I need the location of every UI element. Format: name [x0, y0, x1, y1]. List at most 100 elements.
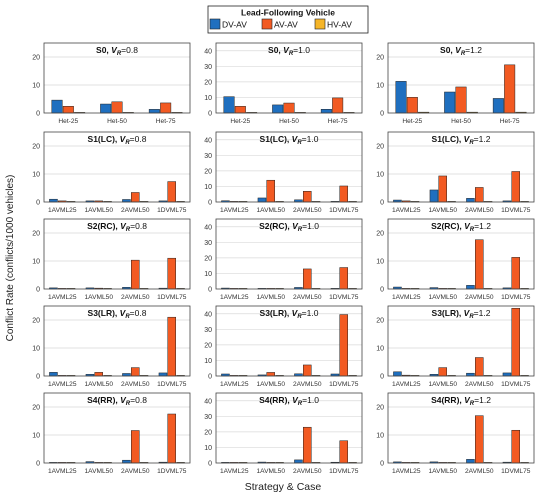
- x-tick-label: 1AVML25: [48, 294, 77, 301]
- bar: [339, 267, 348, 290]
- x-tick-label: Het-25: [58, 118, 78, 125]
- legend-swatch-hvav: [314, 18, 326, 30]
- y-tick-label: 10: [376, 433, 384, 440]
- panel-title: S2(RC), VR=0.8: [87, 221, 147, 233]
- bar: [122, 459, 131, 464]
- y-tick-label: 10: [376, 83, 384, 90]
- plot-frame: [43, 305, 191, 377]
- x-tick-label: 1AVML50: [85, 207, 114, 214]
- x-tick-label: 2AVML50: [465, 381, 494, 388]
- y-tick-label: 20: [32, 405, 40, 412]
- bar: [475, 239, 484, 290]
- plot-frame: [43, 218, 191, 290]
- x-tick-label: 1DVML75: [501, 468, 531, 475]
- x-tick-label: 1DVML75: [329, 207, 359, 214]
- bar: [234, 106, 246, 114]
- x-tick-label: 1AVML25: [392, 207, 421, 214]
- bar: [272, 104, 284, 114]
- y-tick-label: 10: [32, 259, 40, 266]
- bar: [167, 316, 176, 377]
- bar: [339, 440, 348, 464]
- chart-panel: 0 10 20 30 40 Het-25 Het-50 Het-75 S0, VR=1.0: [204, 42, 363, 125]
- bar: [393, 371, 402, 377]
- x-tick-label: 1DVML75: [501, 207, 531, 214]
- bar: [475, 415, 484, 464]
- x-tick-label: Het-50: [107, 118, 127, 125]
- y-tick-label: 20: [204, 168, 212, 175]
- x-tick-label: 1AVML50: [257, 381, 286, 388]
- legend-label-hvav: HV-AV: [327, 20, 352, 30]
- bar: [438, 367, 447, 377]
- bar: [111, 101, 123, 114]
- x-tick-label: 1DVML75: [329, 468, 359, 475]
- chart-panel: 0 10 20 Het-25 Het-50 Het-75 S0, VR=1.2: [376, 42, 535, 125]
- x-tick-label: 2AVML50: [293, 207, 322, 214]
- y-tick-label: 0: [208, 461, 212, 468]
- x-tick-label: Het-50: [279, 118, 299, 125]
- y-tick-label: 20: [376, 231, 384, 238]
- y-tick-label: 0: [380, 287, 384, 294]
- x-tick-label: Het-50: [451, 118, 471, 125]
- bar: [466, 372, 475, 377]
- x-tick-label: 1AVML50: [429, 294, 458, 301]
- y-tick-label: 20: [32, 144, 40, 151]
- y-tick-label: 30: [204, 240, 212, 247]
- panel-title: S4(RR), VR=1.2: [431, 395, 491, 407]
- bar: [266, 372, 275, 377]
- x-tick-label: 1DVML75: [329, 381, 359, 388]
- bar: [100, 103, 112, 114]
- plot-frame: [387, 392, 535, 464]
- legend: Lead-Following Vehicle DV-AV AV-AV HV-AV: [207, 5, 369, 34]
- x-tick-label: Het-75: [156, 118, 176, 125]
- panel-title: S4(RR), VR=1.0: [259, 395, 319, 407]
- y-tick-label: 0: [208, 287, 212, 294]
- plot-frame: [43, 392, 191, 464]
- legend-swatch-dvav: [209, 18, 221, 30]
- bar: [94, 372, 103, 377]
- bar: [475, 357, 484, 377]
- y-tick-label: 20: [376, 405, 384, 412]
- y-tick-label: 20: [204, 255, 212, 262]
- plot-frame: [387, 42, 535, 114]
- x-tick-label: 2AVML50: [121, 381, 150, 388]
- y-tick-label: 20: [32, 318, 40, 325]
- panel-title: S1(LC), VR=1.2: [432, 134, 491, 146]
- x-tick-label: 1AVML25: [220, 294, 249, 301]
- x-tick-label: 1AVML50: [85, 381, 114, 388]
- y-tick-label: 20: [376, 144, 384, 151]
- chart-panel: 0 10 20 1AVML25 1AVML50 2AVML50 1DVML75 S2(RC),…: [376, 218, 535, 301]
- panel-title: S2(RC), VR=1.2: [431, 221, 491, 233]
- bar: [223, 96, 235, 114]
- panel-title: S1(LC), VR=1.0: [260, 134, 319, 146]
- bar: [475, 187, 484, 203]
- y-tick-label: 10: [204, 445, 212, 452]
- y-tick-label: 0: [36, 287, 40, 294]
- y-axis-label: Conflict Rate (conflicts/1000 vehicles): [5, 175, 16, 342]
- bar: [511, 171, 520, 203]
- bar: [49, 372, 58, 377]
- bar: [511, 429, 520, 464]
- bar: [131, 367, 140, 377]
- y-tick-label: 40: [204, 398, 212, 405]
- chart-panel: 0 10 20 30 40 1AVML25 1AVML50 2AVML50 1DVML75 S2(…: [204, 218, 363, 301]
- legend-title: Lead-Following Vehicle: [241, 8, 335, 18]
- y-tick-label: 20: [204, 429, 212, 436]
- legend-label-dvav: DV-AV: [222, 20, 247, 30]
- x-tick-label: 1AVML25: [220, 381, 249, 388]
- chart-panel: 0 10 20 Het-25 Het-50 Het-75 S0, VR=0.8: [32, 42, 191, 125]
- chart-panel: 0 10 20 1AVML25 1AVML50 2AVML50 1DVML75 S4(RR),…: [32, 392, 191, 475]
- bar: [395, 81, 407, 114]
- bar: [466, 459, 475, 464]
- y-tick-label: 40: [204, 311, 212, 318]
- bar: [303, 364, 312, 377]
- y-tick-label: 10: [32, 83, 40, 90]
- y-tick-label: 10: [204, 358, 212, 365]
- y-tick-label: 40: [204, 48, 212, 55]
- y-tick-label: 0: [36, 200, 40, 207]
- x-tick-label: 1AVML50: [429, 207, 458, 214]
- plot-frame: [215, 218, 363, 290]
- panel-title: S1(LC), VR=0.8: [88, 134, 147, 146]
- plot-frame: [387, 131, 535, 203]
- y-tick-label: 10: [32, 346, 40, 353]
- bar: [283, 102, 295, 114]
